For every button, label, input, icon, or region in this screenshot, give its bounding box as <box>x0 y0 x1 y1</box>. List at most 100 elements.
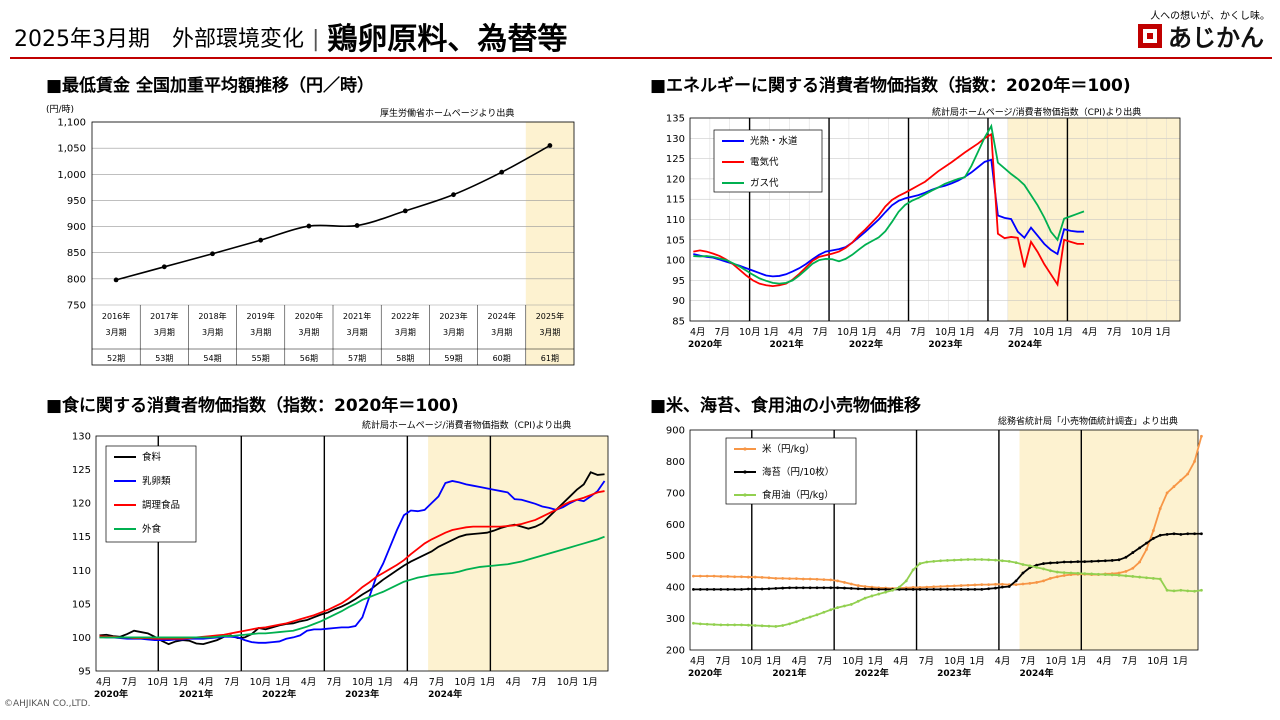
logo-text: あじかん <box>1168 24 1264 50</box>
food-ytick-label: 115 <box>72 532 91 543</box>
retail-xtick-label: 10月 <box>1147 656 1169 667</box>
food-xtick-label: 7月 <box>531 677 547 688</box>
energy-xtick-label: 7月 <box>715 327 731 338</box>
company-logo: あじかん <box>1138 24 1264 50</box>
wage-ytick-label: 800 <box>67 274 86 285</box>
food-ytick-label: 110 <box>72 566 91 577</box>
food-xtick-label: 10月 <box>250 677 272 688</box>
retail-data-point <box>753 587 757 591</box>
retail-legend-marker <box>743 493 747 497</box>
energy-ytick-label: 125 <box>666 154 685 165</box>
retail-data-point <box>1083 572 1087 576</box>
retail-data-point <box>692 574 695 578</box>
food-xtick-label: 4月 <box>301 677 317 688</box>
retail-data-point <box>1097 572 1100 576</box>
retail-data-point <box>932 587 936 591</box>
wage-xtick-term: 57期 <box>348 354 366 363</box>
retail-data-point <box>877 587 881 591</box>
retail-data-point <box>1165 532 1169 536</box>
retail-year-label: 2021年 <box>772 667 806 679</box>
retail-data-point <box>746 587 750 591</box>
retail-data-point <box>1049 576 1052 580</box>
wage-ytick-label: 1,000 <box>57 170 86 181</box>
retail-data-point <box>1076 571 1080 575</box>
retail-data-point <box>1062 560 1066 564</box>
energy-xtick-label: 7月 <box>813 327 829 338</box>
energy-xtick-label: 4月 <box>690 327 706 338</box>
header: 2025年3月期 外部環境変化 | 鶏卵原料、為替等 人への想いが、かくし味。 あじ… <box>0 0 1280 57</box>
retail-data-point <box>980 558 984 561</box>
retail-data-point <box>1145 576 1148 580</box>
retail-data-point <box>1186 589 1190 593</box>
retail-data-point <box>1172 532 1176 536</box>
wage-data-point <box>547 143 553 148</box>
retail-data-point <box>836 579 839 583</box>
energy-xtick-label: 10月 <box>1033 327 1055 338</box>
wage-ytick-label: 750 <box>67 301 86 312</box>
retail-data-point <box>1117 573 1121 577</box>
retail-data-point <box>719 587 723 591</box>
food-series-line <box>99 535 605 639</box>
wage-xtick-period: 3月期 <box>250 328 271 337</box>
wage-chart: 750 800 850 900 950 1,000 1,050 1,100 (円/時) 2016年… <box>46 104 575 366</box>
wage-ytick-label: 850 <box>67 248 86 259</box>
wage-xtick-year: 2020年 <box>295 311 323 321</box>
retail-data-point <box>1103 573 1107 576</box>
retail-data-point <box>829 578 833 582</box>
retail-data-point <box>1193 589 1196 593</box>
retail-data-point <box>918 562 922 565</box>
retail-data-point <box>1131 575 1135 578</box>
retail-data-point <box>932 585 936 589</box>
food-frame <box>95 435 609 672</box>
energy-year-label: 2023年 <box>928 338 962 350</box>
retail-data-point <box>1090 559 1093 563</box>
food-legend-label: 食料 <box>142 451 162 463</box>
retail-data-point <box>987 558 991 562</box>
wage-data-point <box>258 237 264 243</box>
wage-xtick-period: 3月期 <box>443 328 464 337</box>
retail-data-point <box>760 576 764 579</box>
energy-xtick-label: 1月 <box>960 327 976 338</box>
retail-data-point <box>1179 532 1183 536</box>
retail-data-point <box>774 625 778 628</box>
retail-data-point <box>1124 555 1128 559</box>
retail-data-point <box>1172 485 1176 488</box>
wage-xtick-year: 2018年 <box>198 311 226 321</box>
food-ytick-label: 95 <box>78 667 91 678</box>
wage-xtick-year: 2021年 <box>343 311 371 321</box>
retail-data-point <box>952 587 956 591</box>
retail-data-point <box>781 586 785 590</box>
retail-data-point <box>836 606 839 609</box>
retail-data-point <box>959 584 963 587</box>
retail-data-point <box>726 575 730 578</box>
retail-data-point <box>870 594 874 598</box>
retail-ytick-label: 400 <box>666 583 685 594</box>
retail-data-point <box>698 574 702 578</box>
energy-xtick-label: 1月 <box>764 327 780 338</box>
retail-xtick-label: 7月 <box>817 656 833 667</box>
retail-data-point <box>795 620 798 624</box>
retail-data-point <box>1158 577 1162 581</box>
retail-data-point <box>1055 575 1059 579</box>
retail-xtick-label: 1月 <box>1071 656 1087 667</box>
food-ytick-label: 100 <box>72 633 91 644</box>
retail-data-point <box>1000 585 1004 589</box>
energy-ytick-label: 100 <box>666 256 685 267</box>
retail-xtick-label: 4月 <box>690 656 706 667</box>
retail-data-point <box>1131 566 1135 570</box>
retail-data-point <box>726 587 730 591</box>
wage-xtick-year: 2016年 <box>102 311 130 321</box>
wage-data-point <box>402 208 408 214</box>
retail-xtick-label: 4月 <box>1096 656 1112 667</box>
retail-xtick-label: 7月 <box>715 656 731 667</box>
retail-xtick-label: 7月 <box>919 656 935 667</box>
retail-data-point <box>1042 567 1045 571</box>
retail-data-point <box>973 558 977 561</box>
food-ytick-label: 120 <box>72 499 91 510</box>
food-year-label: 2022年 <box>262 688 296 700</box>
wage-xtick-term: 61期 <box>541 354 559 363</box>
wage-data-point <box>451 192 456 198</box>
retail-data-point <box>904 587 908 591</box>
retail-data-point <box>1090 572 1093 576</box>
